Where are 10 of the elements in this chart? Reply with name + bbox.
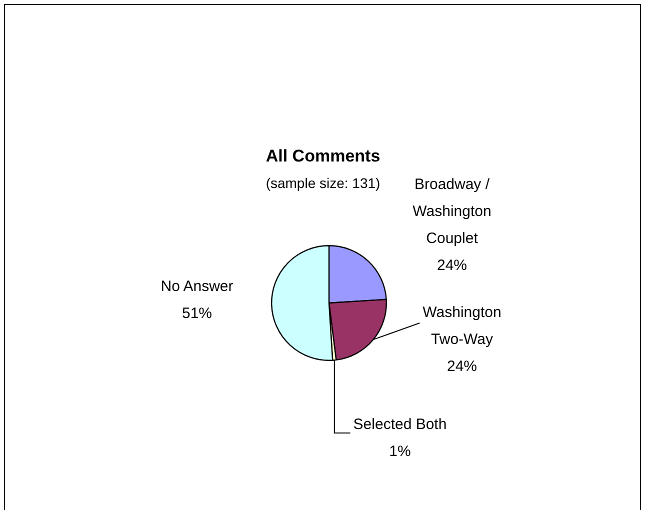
- slice-label: Selected Both: [353, 416, 447, 434]
- slice-label: No Answer: [160, 278, 234, 296]
- chart-title: All Comments: [266, 146, 380, 166]
- data-label: 24%: [436, 257, 468, 274]
- slice-label: Washington Two-Way: [422, 304, 502, 348]
- data-label: 1%: [389, 443, 411, 460]
- slice-label: Broadway / Washington Couplet: [412, 176, 492, 248]
- data-label: 51%: [182, 305, 212, 322]
- data-label: 24%: [446, 358, 478, 376]
- chart-subtitle: (sample size: 131): [266, 174, 380, 191]
